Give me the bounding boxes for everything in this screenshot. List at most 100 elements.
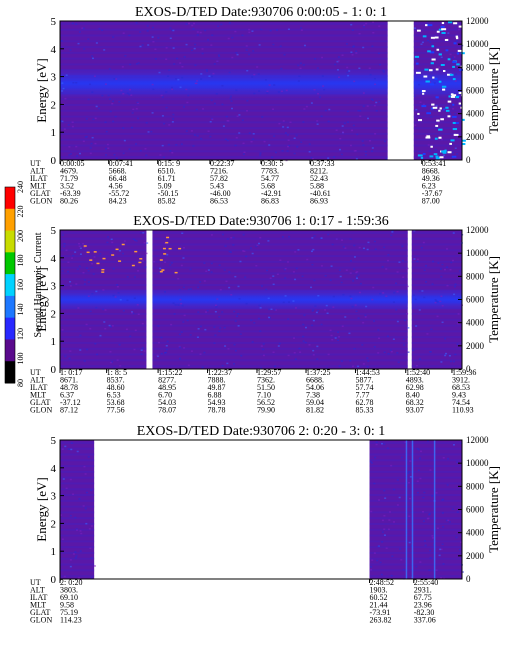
colorbar-tick-label: 80	[16, 379, 25, 387]
speckle	[253, 322, 256, 324]
speckle	[409, 460, 412, 462]
speckle	[333, 156, 336, 158]
speckle	[79, 334, 82, 337]
speckle	[203, 351, 206, 354]
speckle-bright	[452, 61, 457, 64]
speckle-bright	[430, 145, 433, 148]
y-axis-label: Energy [eV]	[34, 477, 49, 541]
speckle	[435, 300, 438, 302]
speckle	[435, 569, 438, 571]
speckle	[370, 566, 373, 568]
speckle	[192, 27, 195, 30]
speckle	[381, 541, 384, 543]
speckle	[294, 278, 297, 281]
striation	[60, 563, 95, 566]
ephemeris-value: 2:48:52	[370, 578, 394, 587]
speckle	[205, 270, 208, 272]
y-tick-label: 2	[51, 518, 57, 530]
speckle	[380, 573, 383, 576]
striation	[413, 127, 462, 130]
speckle	[183, 56, 186, 58]
speckle	[143, 350, 146, 352]
speckle	[83, 48, 86, 50]
speckle	[199, 325, 202, 328]
speckle	[111, 325, 114, 327]
speckle	[288, 144, 291, 147]
speckle	[95, 42, 98, 44]
striation	[413, 46, 462, 49]
speckle	[426, 333, 429, 335]
speckle	[257, 317, 260, 320]
speckle	[388, 519, 391, 521]
speckle	[75, 145, 78, 148]
speckle	[60, 40, 63, 42]
speckle	[357, 109, 360, 112]
ephemeris-value: 66.48	[109, 174, 127, 183]
speckle	[402, 338, 405, 341]
speckle	[87, 270, 90, 272]
speckle	[165, 47, 168, 49]
speckle	[260, 28, 263, 31]
y-tick-label: 5	[51, 16, 57, 28]
speckle	[68, 154, 71, 156]
speckle	[239, 333, 242, 335]
ephemeris-row-label: GLON	[30, 406, 52, 415]
speckle	[289, 121, 292, 124]
speckle	[396, 320, 399, 323]
ephemeris-row-label: GLON	[30, 616, 52, 625]
striation	[60, 365, 147, 368]
speckle	[454, 283, 457, 285]
striation	[60, 441, 95, 444]
speckle	[78, 245, 81, 248]
speckle	[104, 327, 107, 330]
ephemeris-row-label: ALT	[30, 376, 45, 385]
speckle	[417, 469, 420, 471]
speckle	[349, 360, 352, 362]
speckle	[452, 444, 455, 446]
speckle-bright	[447, 115, 451, 118]
speckle-orange	[178, 247, 182, 250]
speckle	[92, 118, 95, 121]
y-right-tick-label: 12000	[466, 225, 489, 235]
ephemeris-value: -37.67	[422, 189, 443, 198]
speckle	[413, 258, 416, 260]
speckle	[83, 283, 86, 285]
ephemeris-value: 85.82	[158, 197, 176, 206]
speckle	[103, 49, 106, 51]
speckle	[210, 262, 213, 265]
ephemeris-row-label: MLT	[30, 601, 46, 610]
speckle	[69, 280, 72, 283]
speckle	[63, 242, 66, 245]
striation	[413, 150, 462, 153]
speckle-bright	[447, 100, 452, 103]
speckle	[154, 58, 157, 60]
speckle	[258, 304, 261, 307]
ephemeris-value: 6510.	[158, 167, 176, 176]
speckle	[439, 268, 442, 270]
speckle	[385, 295, 388, 298]
speckle	[329, 329, 332, 332]
speckle	[427, 39, 430, 42]
ephemeris-value: -73.91	[370, 608, 391, 617]
speckle	[173, 63, 176, 65]
speckle	[310, 286, 313, 289]
speckle	[281, 236, 284, 238]
speckle	[278, 122, 281, 125]
speckle	[194, 64, 197, 66]
speckle	[368, 67, 371, 70]
striation	[369, 494, 462, 497]
speckle	[413, 230, 416, 232]
speckle	[429, 351, 432, 353]
speckle	[458, 270, 461, 272]
speckle-bright	[430, 107, 434, 110]
speckle-orange	[131, 264, 135, 267]
speckle	[340, 281, 343, 284]
speckle-bright	[429, 51, 435, 54]
speckle-bright	[451, 94, 457, 97]
y-tick-label: 1	[51, 127, 57, 139]
speckle	[77, 42, 80, 45]
speckle	[378, 100, 381, 103]
speckle	[228, 250, 231, 253]
speckle	[295, 134, 298, 137]
ephemeris-value: 4.56	[109, 182, 123, 191]
